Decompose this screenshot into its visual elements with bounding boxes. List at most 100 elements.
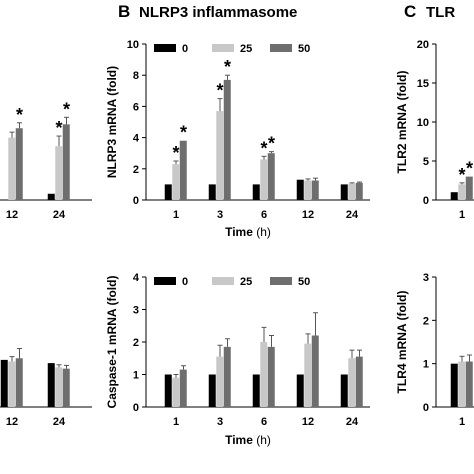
y-tick-label: 0 (423, 195, 429, 207)
legend-swatch (154, 44, 176, 52)
bar (458, 361, 466, 407)
y-tick-label: 10 (417, 117, 429, 129)
x-tick-label: 1 (173, 209, 179, 221)
y-tick-label: 8 (133, 70, 139, 82)
bar (164, 374, 172, 407)
legend-swatch (154, 277, 176, 285)
bar (62, 124, 70, 200)
bar (252, 374, 260, 407)
bar (465, 176, 473, 200)
significance-star: * (172, 143, 179, 163)
bar (260, 342, 268, 407)
y-tick-label: 2 (423, 315, 429, 327)
y-tick-label: 20 (417, 39, 429, 51)
legend-swatch (212, 44, 234, 52)
x-axis-label: Time (h) (225, 225, 271, 239)
legend-label: 50 (298, 43, 310, 55)
bar (267, 346, 275, 407)
bar (296, 374, 304, 407)
x-tick-label: 3 (217, 416, 223, 428)
y-axis-label: Caspase-1 mRNA (fold) (105, 276, 119, 409)
legend-label: 0 (182, 276, 188, 288)
bar (348, 358, 356, 407)
x-tick-label: 3 (217, 209, 223, 221)
bar (55, 146, 63, 200)
y-tick-label: 2 (133, 164, 139, 176)
chart-C-bottom: 0 1 2 3 TLR4 mRNA (fold) 1 (395, 272, 474, 428)
panel-c-letter: C (404, 2, 416, 21)
bar (179, 369, 187, 407)
bar (311, 335, 319, 407)
x-tick-label: 12 (302, 209, 314, 221)
bar (47, 363, 55, 407)
bar (223, 79, 231, 200)
bar (179, 140, 187, 200)
chart-C-top: 0 5 10 15 20 TLR2 mRNA (fold) * * 1 (395, 39, 474, 221)
x-tick-label: 24 (53, 209, 66, 221)
x-tick-label: 1 (459, 416, 465, 428)
y-tick-label: 0 (133, 402, 139, 414)
y-axis-label: TLR2 mRNA (fold) (395, 71, 409, 174)
x-tick-label: 12 (6, 416, 18, 428)
bar (267, 153, 275, 200)
x-axis-label: Time (h) (225, 433, 271, 447)
x-tick-label: 6 (261, 209, 267, 221)
legend-label: 25 (240, 43, 252, 55)
bar (172, 164, 180, 200)
panel-b-title: NLRP3 inflammasome (139, 4, 297, 21)
y-tick-label: 0 (423, 402, 429, 414)
y-tick-label: 5 (423, 156, 429, 168)
bar (355, 356, 363, 407)
y-tick-label: 4 (133, 133, 140, 145)
bar (164, 184, 172, 200)
y-tick-label: 6 (133, 101, 139, 113)
y-tick-label: 1 (133, 370, 139, 382)
bar (304, 343, 312, 407)
x-tick-label: 24 (346, 416, 359, 428)
bar (450, 192, 458, 200)
legend-swatch (212, 277, 234, 285)
x-tick-label: 24 (346, 209, 359, 221)
significance-star: * (268, 134, 275, 154)
significance-star: * (55, 118, 62, 138)
legend-label: 50 (298, 276, 310, 288)
significance-star: * (216, 81, 223, 101)
bar (15, 358, 23, 407)
bar (216, 356, 224, 407)
y-tick-label: 0 (133, 195, 139, 207)
y-tick-label: 3 (423, 272, 429, 284)
legend-label: 25 (240, 276, 252, 288)
significance-star: * (16, 105, 23, 125)
panel-b-letter: B (118, 2, 130, 21)
legend-label: 0 (182, 43, 188, 55)
bar (223, 346, 231, 407)
bar (208, 374, 216, 407)
legend-swatch (270, 44, 292, 52)
bar (340, 184, 348, 200)
bar (172, 377, 180, 407)
y-axis-label: NLRP3 mRNA (fold) (105, 66, 119, 178)
y-tick-label: 10 (127, 39, 139, 51)
bar (260, 159, 268, 200)
y-tick-label: 4 (133, 272, 140, 284)
y-tick-label: 15 (417, 78, 429, 90)
significance-star: * (466, 159, 473, 179)
significance-star: * (458, 165, 465, 185)
y-tick-label: 3 (133, 305, 139, 317)
bar (450, 363, 458, 407)
x-tick-label: 24 (53, 416, 66, 428)
significance-star: * (180, 123, 187, 143)
bar (355, 182, 363, 200)
bar (62, 368, 70, 407)
y-axis-label: TLR4 mRNA (fold) (395, 291, 409, 394)
x-tick-label: 1 (173, 416, 179, 428)
legend-swatch (270, 277, 292, 285)
bar (55, 367, 63, 407)
y-tick-label: 2 (133, 337, 139, 349)
x-tick-label: 6 (261, 416, 267, 428)
bar (0, 359, 8, 407)
bar (208, 184, 216, 200)
